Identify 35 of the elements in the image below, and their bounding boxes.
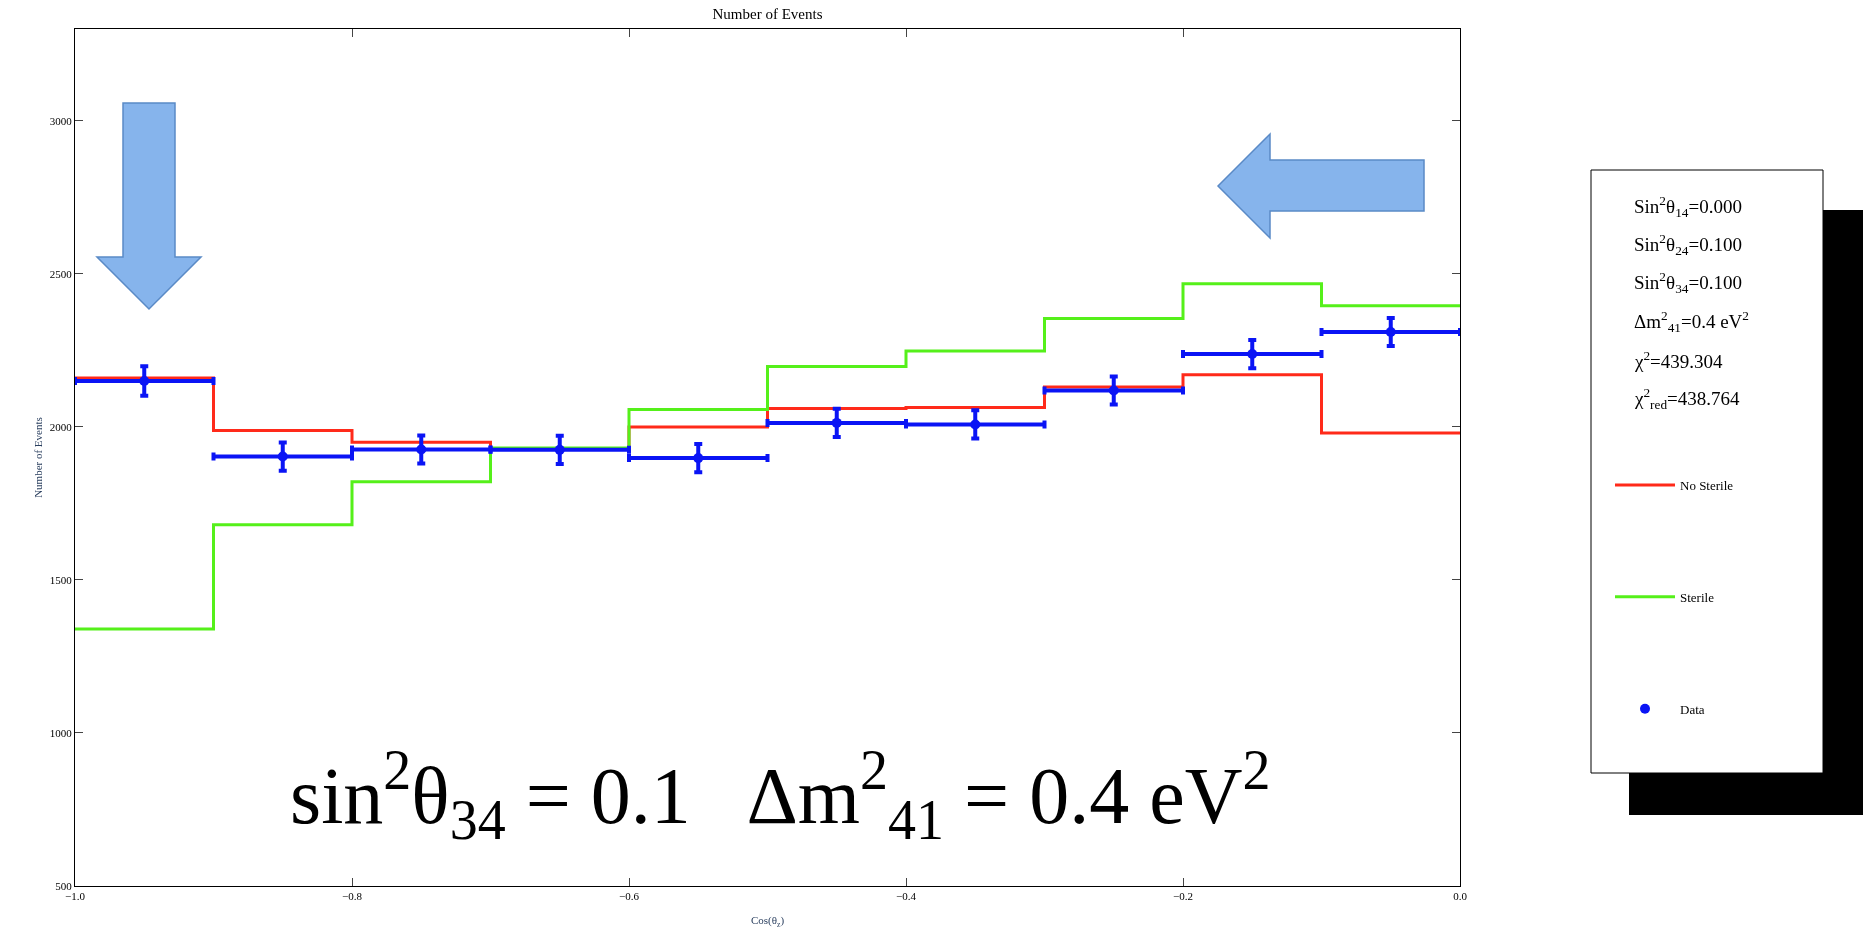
text: χ$^{2}$$_{red}$=438.764 [1634, 385, 1741, 412]
point [1247, 349, 1258, 360]
text: χ$^{2}$=439.304 [1634, 348, 1724, 372]
text: Δm$^{2}$$_{41}$=0.4 eV$^{2}$ [1634, 308, 1749, 335]
point [416, 444, 427, 455]
point [1108, 385, 1119, 396]
point [277, 451, 288, 462]
x-tick-label: 0.0 [1453, 890, 1468, 903]
x-tick-label: −0.6 [619, 890, 640, 903]
x-tick-label: −1.0 [65, 890, 86, 903]
x-tick-label: −0.4 [896, 890, 917, 903]
x-axis-title: Cos(θ$_{z}$) [750, 914, 785, 929]
text: Sin$^{2}$θ$_{34}$=0.100 [1634, 269, 1742, 296]
point [139, 375, 150, 386]
point [693, 453, 704, 464]
y-tick-label: 1000 [49, 726, 73, 739]
point [554, 444, 565, 455]
legend-label: Sterile [1680, 589, 1715, 605]
legend-label: Data [1680, 701, 1705, 717]
y-axis-title: Number of Events [32, 417, 45, 498]
point [970, 419, 981, 430]
text: Sin$^{2}$θ$_{24}$=0.100 [1634, 231, 1742, 258]
y-tick-label: 1500 [49, 573, 73, 586]
point [831, 417, 842, 428]
text: sin$^{2}$θ$_{34}$ = 0.1 Δm$^{2}$$_{41}$ = 0.4 eV$^{2}$ [290, 739, 1271, 852]
chart-title: Number of Events [712, 6, 823, 23]
y-tick-label: 3000 [49, 114, 73, 127]
point [1385, 327, 1396, 338]
y-tick-label: 2000 [49, 420, 73, 433]
y-tick-label: 2500 [49, 267, 73, 280]
legend-label: No Sterile [1680, 478, 1734, 494]
y-tick-label: 500 [55, 879, 73, 892]
x-tick-label: −0.8 [342, 890, 363, 903]
x-tick-label: −0.2 [1173, 890, 1193, 903]
text: Sin$^{2}$θ$_{14}$=0.000 [1634, 193, 1742, 220]
